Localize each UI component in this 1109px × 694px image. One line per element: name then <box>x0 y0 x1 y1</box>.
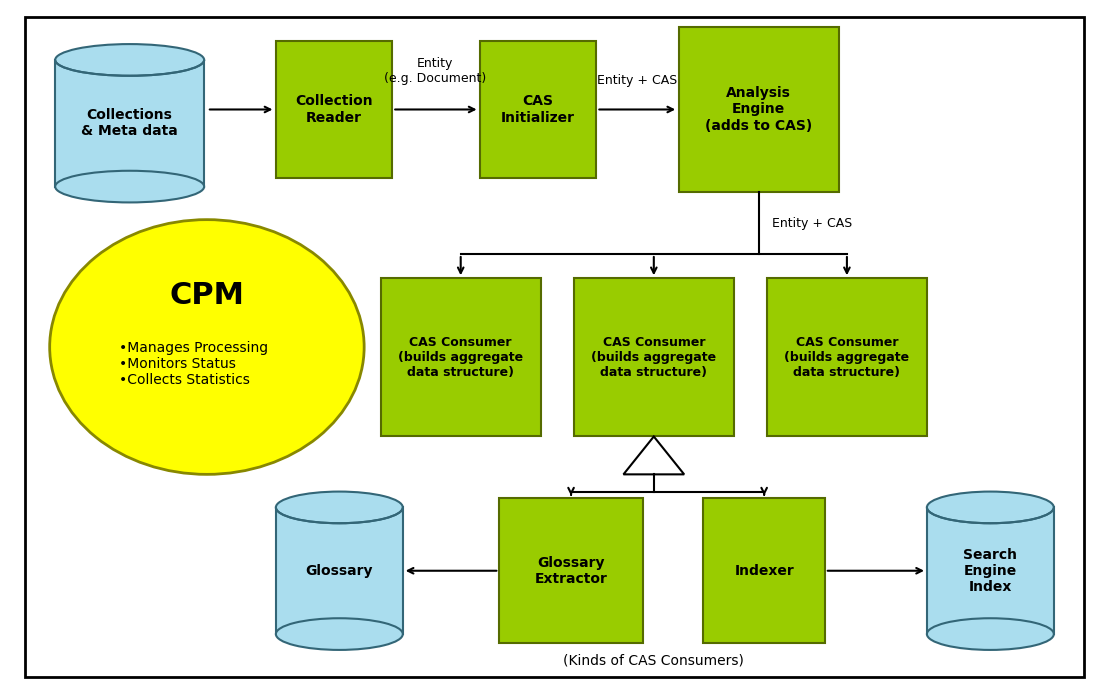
Text: Entity + CAS: Entity + CAS <box>597 74 678 87</box>
FancyBboxPatch shape <box>380 278 541 437</box>
Text: (Kinds of CAS Consumers): (Kinds of CAS Consumers) <box>563 653 744 667</box>
Text: Search
Engine
Index: Search Engine Index <box>964 548 1017 594</box>
Text: Entity
(e.g. Document): Entity (e.g. Document) <box>384 58 487 85</box>
Ellipse shape <box>927 491 1054 523</box>
FancyBboxPatch shape <box>767 278 927 437</box>
FancyBboxPatch shape <box>679 27 838 192</box>
Text: CAS
Initializer: CAS Initializer <box>501 94 574 125</box>
Text: Collections
& Meta data: Collections & Meta data <box>81 108 179 138</box>
Ellipse shape <box>55 44 204 76</box>
Text: CAS Consumer
(builds aggregate
data structure): CAS Consumer (builds aggregate data stru… <box>398 336 523 379</box>
Text: Glossary
Extractor: Glossary Extractor <box>535 556 608 586</box>
Ellipse shape <box>276 618 403 650</box>
FancyBboxPatch shape <box>276 507 403 634</box>
FancyBboxPatch shape <box>55 60 204 187</box>
Text: Entity + CAS: Entity + CAS <box>772 217 852 230</box>
Text: CAS Consumer
(builds aggregate
data structure): CAS Consumer (builds aggregate data stru… <box>784 336 909 379</box>
Text: •Manages Processing
•Monitors Status
•Collects Statistics: •Manages Processing •Monitors Status •Co… <box>119 341 267 387</box>
Text: Glossary: Glossary <box>306 564 373 577</box>
Ellipse shape <box>55 171 204 203</box>
FancyBboxPatch shape <box>573 278 734 437</box>
Ellipse shape <box>276 491 403 523</box>
Text: Collection
Reader: Collection Reader <box>295 94 373 125</box>
FancyBboxPatch shape <box>499 498 643 643</box>
Text: CPM: CPM <box>170 281 244 310</box>
Ellipse shape <box>50 219 364 475</box>
Text: CAS Consumer
(builds aggregate
data structure): CAS Consumer (builds aggregate data stru… <box>591 336 716 379</box>
Ellipse shape <box>927 618 1054 650</box>
Text: Analysis
Engine
(adds to CAS): Analysis Engine (adds to CAS) <box>705 86 812 133</box>
FancyBboxPatch shape <box>927 507 1054 634</box>
FancyBboxPatch shape <box>276 41 391 178</box>
FancyBboxPatch shape <box>703 498 825 643</box>
FancyBboxPatch shape <box>480 41 596 178</box>
Text: Indexer: Indexer <box>734 564 794 577</box>
